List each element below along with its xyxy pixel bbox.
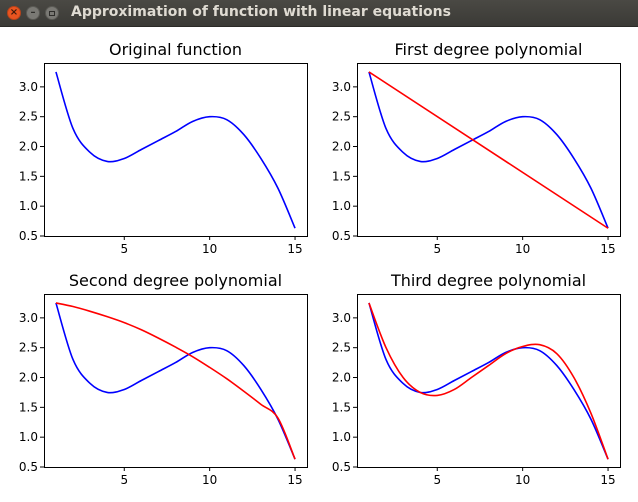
y-tick-label: 3.0 — [332, 311, 351, 325]
subplot-3: Second degree polynomial 5 10 15 0.5 1.0 1.5 2.… — [19, 271, 308, 487]
close-button[interactable]: × — [7, 6, 21, 20]
approximation-line — [55, 302, 296, 460]
y-tick-label: 1.5 — [19, 169, 38, 183]
minimize-button[interactable]: – — [26, 6, 40, 20]
y-tick-label: 3.0 — [19, 311, 38, 325]
x-tick-label: 10 — [515, 473, 530, 487]
y-tick-label: 1.0 — [332, 199, 351, 213]
original-function-line — [368, 302, 609, 460]
y-tick-label: 2.5 — [332, 110, 351, 124]
y-tick-label: 2.0 — [19, 371, 38, 385]
maximize-button[interactable] — [45, 6, 59, 20]
approximation-line — [368, 71, 609, 229]
x-tick-label: 10 — [202, 473, 217, 487]
window-titlebar[interactable]: × – Approximation of function with linea… — [0, 0, 638, 27]
subplot-title: Second degree polynomial — [69, 271, 282, 290]
minimize-icon: – — [30, 7, 36, 18]
y-tick-label: 2.0 — [332, 140, 351, 154]
y-tick-label: 1.0 — [19, 430, 38, 444]
x-tick-label: 10 — [515, 242, 530, 256]
y-tick-label: 2.0 — [19, 140, 38, 154]
subplot-4: Third degree polynomial 5 10 15 0.5 1.0 1.5 2.0… — [332, 271, 621, 487]
y-tick-label: 1.5 — [332, 400, 351, 414]
x-tick-label: 5 — [433, 473, 441, 487]
y-tick-label: 0.5 — [19, 460, 38, 474]
x-tick-label: 15 — [287, 473, 302, 487]
original-function-line — [55, 302, 296, 460]
x-tick-label: 15 — [600, 473, 615, 487]
subplot-title: Original function — [109, 40, 242, 59]
y-tick-label: 1.0 — [332, 430, 351, 444]
y-tick-label: 3.0 — [332, 80, 351, 94]
x-tick-label: 5 — [120, 473, 128, 487]
y-tick-label: 2.0 — [332, 371, 351, 385]
original-function-line — [368, 71, 609, 229]
x-tick-label: 15 — [600, 242, 615, 256]
x-tick-label: 5 — [433, 242, 441, 256]
maximize-icon — [49, 10, 55, 16]
subplot-title: First degree polynomial — [395, 40, 583, 59]
y-tick-label: 0.5 — [332, 460, 351, 474]
close-icon: × — [9, 7, 19, 18]
axes-frame — [44, 294, 308, 468]
x-tick-label: 5 — [120, 242, 128, 256]
y-tick-label: 0.5 — [19, 229, 38, 243]
x-tick-label: 10 — [202, 242, 217, 256]
approximation-line — [368, 302, 609, 460]
subplot-2: First degree polynomial 5 10 15 0.5 1.0 1.5 2.0… — [332, 40, 621, 256]
y-tick-label: 1.5 — [332, 169, 351, 183]
y-tick-label: 3.0 — [19, 80, 38, 94]
axes-frame — [357, 63, 621, 237]
subplot-1: Original function 5 10 15 0.5 1.0 1.5 2.0 2.5 3.0 — [19, 40, 308, 256]
y-tick-label: 2.5 — [19, 341, 38, 355]
axes-frame — [357, 294, 621, 468]
axes-frame — [44, 63, 308, 237]
window-title: Approximation of function with linear eq… — [71, 4, 451, 20]
subplot-title: Third degree polynomial — [390, 271, 586, 290]
y-tick-label: 1.0 — [19, 199, 38, 213]
original-function-line — [55, 71, 296, 229]
y-tick-label: 2.5 — [19, 110, 38, 124]
x-tick-label: 15 — [287, 242, 302, 256]
figure-canvas: Original function 5 10 15 0.5 1.0 1.5 2.0 2.5 3.0… — [19, 40, 621, 487]
y-tick-label: 2.5 — [332, 341, 351, 355]
y-tick-label: 1.5 — [19, 400, 38, 414]
y-tick-label: 0.5 — [332, 229, 351, 243]
